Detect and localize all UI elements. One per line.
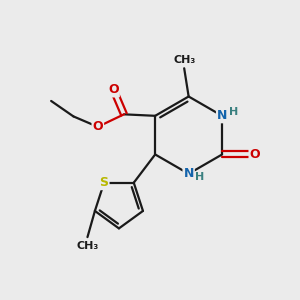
- Text: O: O: [250, 148, 260, 161]
- Text: H: H: [195, 172, 205, 182]
- Text: CH₃: CH₃: [173, 55, 195, 65]
- Text: S: S: [100, 176, 109, 189]
- Text: O: O: [108, 83, 119, 97]
- Text: CH₃: CH₃: [76, 241, 99, 251]
- Text: N: N: [184, 167, 194, 180]
- Text: N: N: [217, 109, 227, 122]
- Text: O: O: [92, 120, 103, 133]
- Text: H: H: [229, 107, 238, 117]
